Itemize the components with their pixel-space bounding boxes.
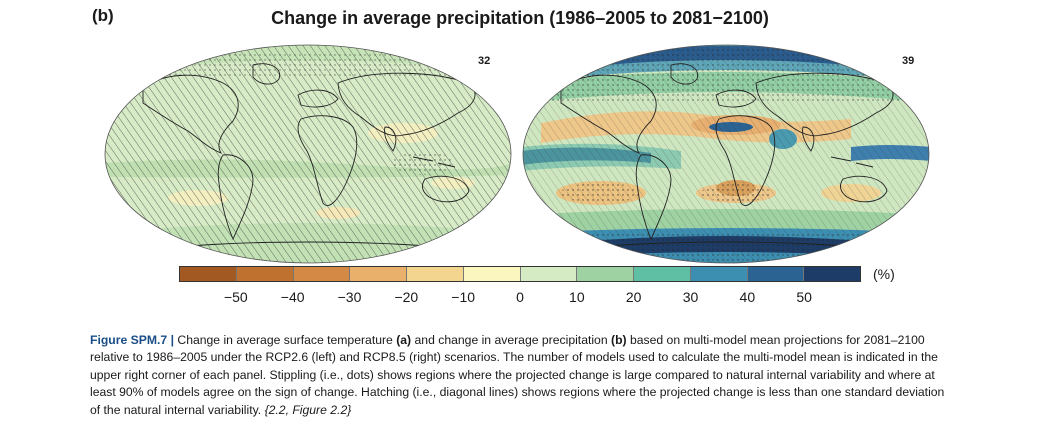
colorbar-tick-label: 0: [516, 289, 524, 305]
colorbar-segment: [690, 267, 748, 281]
caption-figure-label: Figure SPM.7 |: [90, 333, 174, 347]
colorbar-tick-label: 50: [796, 289, 812, 305]
colorbar-segment: [804, 267, 860, 281]
colorbar-segment: [293, 267, 351, 281]
colorbar-tick-label: 40: [739, 289, 756, 305]
caption-reference: {2.2, Figure 2.2}: [264, 402, 352, 417]
panel-label: (b): [92, 6, 114, 25]
colorbar-unit: (%): [873, 266, 895, 282]
figure-title: Change in average precipitation (1986–20…: [271, 8, 769, 28]
colorbar-tick-label: −50: [223, 289, 248, 305]
colorbar-segment: [180, 267, 237, 281]
colorbar-segment: [577, 267, 634, 281]
colorbar-tick-label: −10: [451, 289, 476, 305]
colorbar-tick-label: −30: [337, 289, 362, 305]
caption-text-3: based on multi-model mean projections fo…: [90, 333, 945, 417]
model-count-left: 32: [478, 55, 491, 67]
model-count-right: 39: [902, 55, 915, 67]
colorbar-tick-label: 20: [625, 289, 642, 305]
colorbar-tick-label: 10: [569, 289, 585, 305]
figure-caption: Figure SPM.7 | Change in average surface…: [90, 332, 950, 419]
caption-b-label: (b): [611, 333, 627, 347]
colorbar-segment: [520, 267, 578, 281]
map-rcp26: [104, 44, 512, 264]
caption-text-1: Change in average surface temperature: [174, 333, 397, 347]
colorbar-segment: [463, 267, 521, 281]
colorbar-tick-label: 30: [682, 289, 699, 305]
colorbar-segment: [407, 267, 464, 281]
colorbar-segment: [236, 267, 294, 281]
colorbar: [179, 266, 861, 282]
caption-a-label: (a): [396, 333, 412, 347]
colorbar-segment: [350, 267, 407, 281]
caption-text-2: and change in average precipitation: [411, 333, 612, 347]
colorbar-segment: [634, 267, 691, 281]
map-rcp85: [522, 44, 930, 264]
colorbar-segment: [747, 267, 805, 281]
colorbar-tick-label: −20: [394, 289, 419, 305]
colorbar-tick-label: −40: [280, 289, 305, 305]
